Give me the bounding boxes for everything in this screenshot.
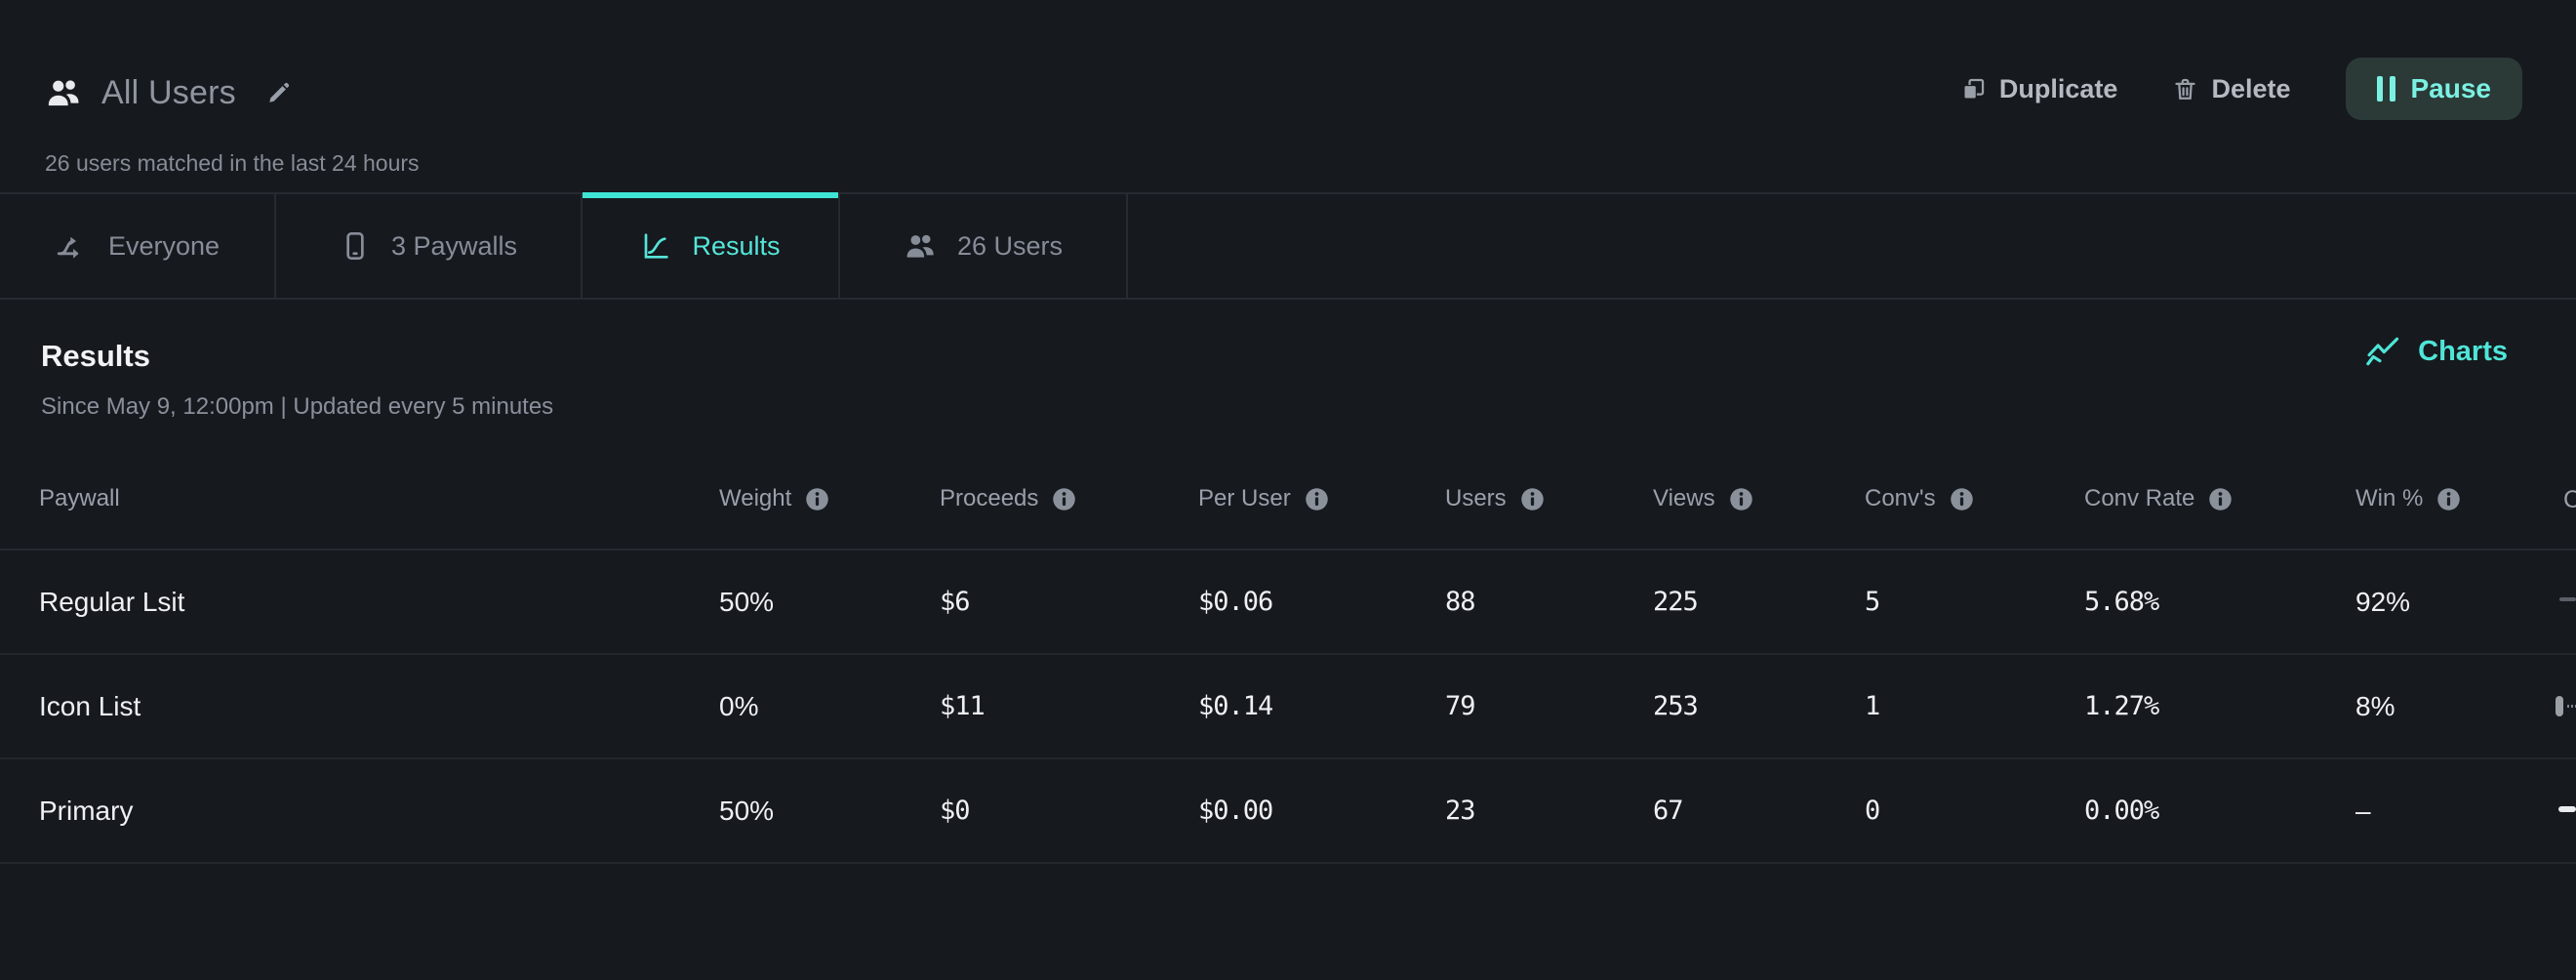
users-value: 88 <box>1445 587 1476 617</box>
tab-everyone-label: Everyone <box>107 230 221 261</box>
clipped-column-header: C <box>2563 486 2576 513</box>
info-icon[interactable] <box>1729 487 1753 511</box>
paywall-name: Regular Lsit <box>39 586 185 617</box>
edit-title-button[interactable] <box>265 80 292 106</box>
delete-label: Delete <box>2211 73 2291 103</box>
pause-button[interactable]: Pause <box>2345 58 2522 120</box>
col-views: Views <box>1653 485 1865 512</box>
table-row-regular-lsit[interactable]: Regular Lsit 50% $6 $0.06 88 225 5 5.68%… <box>0 551 2576 655</box>
charts-line-icon <box>2364 335 2401 368</box>
win-pct-value: 92% <box>2355 586 2411 617</box>
views-value: 253 <box>1653 691 1699 721</box>
split-arrow-icon <box>55 229 88 263</box>
col-win-pct: Win % <box>2355 485 2564 512</box>
trash-icon <box>2172 76 2198 102</box>
weight-value: 50% <box>719 586 775 617</box>
proceeds-value: $11 <box>940 691 986 721</box>
conv-rate-value: 1.27% <box>2084 691 2159 721</box>
table-header-row: Paywall Weight Proceeds Per User Users V… <box>0 449 2576 551</box>
tab-bar: Everyone 3 Paywalls Results <box>0 192 2576 300</box>
pause-label: Pause <box>2410 73 2492 103</box>
info-icon[interactable] <box>2436 487 2461 511</box>
users-value: 23 <box>1445 796 1476 826</box>
win-pct-value: 8% <box>2355 690 2395 721</box>
paywall-name: Primary <box>39 795 134 826</box>
duplicate-icon <box>1960 76 1987 102</box>
weight-value: 0% <box>719 690 759 721</box>
results-section-header: Results Since May 9, 12:00pm | Updated e… <box>0 300 2576 449</box>
clipped-cell-dots <box>2567 705 2576 708</box>
info-icon[interactable] <box>1052 487 1076 511</box>
tab-paywalls[interactable]: 3 Paywalls <box>276 194 583 298</box>
phone-icon <box>340 230 371 262</box>
users-icon <box>904 231 937 261</box>
audience-users-icon <box>45 76 82 109</box>
matched-users-subtitle: 26 users matched in the last 24 hours <box>45 150 420 176</box>
charts-button[interactable]: Charts <box>2364 335 2508 368</box>
chart-curve-icon <box>640 230 671 262</box>
table-row-primary[interactable]: Primary 50% $0 $0.00 23 67 0 0.00% – <box>0 759 2576 864</box>
convs-value: 1 <box>1865 691 1880 721</box>
header-actions: Duplicate Delete Pause <box>1960 58 2522 120</box>
info-icon[interactable] <box>1520 487 1545 511</box>
convs-value: 0 <box>1865 796 1880 826</box>
proceeds-value: $6 <box>940 587 971 617</box>
tab-paywalls-label: 3 Paywalls <box>390 230 518 261</box>
results-subtitle: Since May 9, 12:00pm | Updated every 5 m… <box>41 393 554 420</box>
campaign-header: All Users 26 users matched in the last 2… <box>0 0 2576 192</box>
per-user-value: $0.14 <box>1198 691 1273 721</box>
duplicate-label: Duplicate <box>1998 73 2118 103</box>
paywall-name: Icon List <box>39 690 141 721</box>
tab-results[interactable]: Results <box>583 192 840 298</box>
proceeds-value: $0 <box>940 796 971 826</box>
views-value: 67 <box>1653 796 1684 826</box>
col-convs: Conv's <box>1865 485 2084 512</box>
weight-value: 50% <box>719 795 775 826</box>
info-icon[interactable] <box>1950 487 1974 511</box>
conv-rate-value: 0.00% <box>2084 796 2159 826</box>
views-value: 225 <box>1653 587 1699 617</box>
col-conv-rate: Conv Rate <box>2084 485 2355 512</box>
info-icon[interactable] <box>1305 487 1329 511</box>
clipped-cell-pill <box>2556 696 2563 716</box>
convs-value: 5 <box>1865 587 1880 617</box>
col-users: Users <box>1445 485 1653 512</box>
users-value: 79 <box>1445 691 1476 721</box>
page-title: All Users <box>101 73 236 111</box>
pencil-icon <box>265 80 292 106</box>
conv-rate-value: 5.68% <box>2084 587 2159 617</box>
table-row-icon-list[interactable]: Icon List 0% $11 $0.14 79 253 1 1.27% 8% <box>0 655 2576 759</box>
delete-button[interactable]: Delete <box>2172 73 2291 104</box>
tab-users[interactable]: 26 Users <box>840 194 1128 298</box>
pause-icon <box>2376 76 2395 102</box>
charts-label: Charts <box>2418 335 2508 367</box>
tab-users-label: 26 Users <box>956 230 1064 261</box>
clipped-cell-dash <box>2559 597 2576 601</box>
info-icon[interactable] <box>2208 487 2233 511</box>
col-weight: Weight <box>719 485 940 512</box>
active-tab-indicator <box>583 192 838 198</box>
tab-results-label: Results <box>692 230 781 261</box>
per-user-value: $0.06 <box>1198 587 1273 617</box>
col-per-user: Per User <box>1198 485 1445 512</box>
per-user-value: $0.00 <box>1198 796 1273 826</box>
results-table: Paywall Weight Proceeds Per User Users V… <box>0 449 2576 864</box>
col-proceeds: Proceeds <box>940 485 1198 512</box>
title-block: All Users 26 users matched in the last 2… <box>45 72 420 177</box>
duplicate-button[interactable]: Duplicate <box>1960 73 2118 104</box>
win-pct-value: – <box>2355 795 2371 826</box>
col-paywall: Paywall <box>39 485 120 511</box>
info-icon[interactable] <box>805 487 829 511</box>
tab-everyone[interactable]: Everyone <box>0 194 276 298</box>
results-title: Results <box>41 339 150 373</box>
clipped-cell-dash <box>2558 806 2576 812</box>
